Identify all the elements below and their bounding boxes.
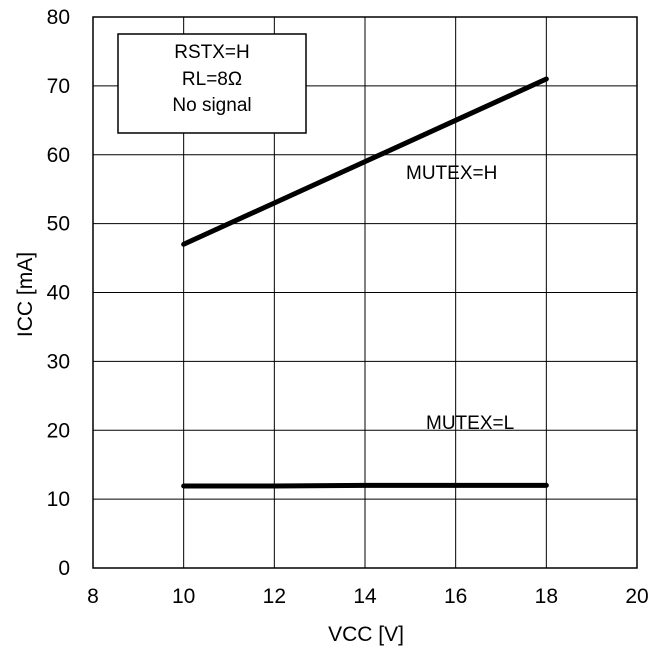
y-tick-label: 0	[58, 557, 70, 580]
x-tick-label: 10	[172, 585, 195, 608]
series-label-mutex-h: MUTEX=H	[406, 163, 497, 184]
y-tick-label: 70	[47, 75, 70, 98]
x-axis-label: VCC [V]	[328, 623, 404, 646]
x-tick-labels: 8 10 12 14 16 18 20	[87, 585, 649, 608]
x-tick-label: 20	[625, 585, 648, 608]
series-line-mutex-l	[181, 482, 549, 489]
series-label-mutex-l: MUTEX=L	[426, 413, 514, 434]
legend-line-rstx: RSTX=H	[174, 42, 250, 63]
x-tick-label: 14	[353, 585, 377, 608]
series-line-mutex-h	[181, 76, 549, 247]
x-tick-label: 16	[444, 585, 467, 608]
legend-line-signal: No signal	[172, 95, 251, 116]
x-tick-label: 8	[87, 585, 99, 608]
legend-box: RSTX=H RL=8Ω No signal	[117, 33, 307, 134]
y-tick-labels: 0 10 20 30 40 50 60 70 80	[47, 6, 70, 580]
y-axis-label: ICC [mA]	[14, 252, 37, 337]
y-tick-label: 10	[47, 488, 70, 511]
x-tick-label: 12	[263, 585, 286, 608]
y-tick-label: 20	[47, 419, 70, 442]
y-tick-label: 40	[47, 282, 70, 305]
x-tick-label: 18	[535, 585, 558, 608]
y-tick-label: 30	[47, 350, 70, 373]
legend-line-rl: RL=8Ω	[182, 69, 242, 90]
legend-box-frame	[117, 33, 307, 134]
plot-area-frame	[92, 16, 638, 569]
y-tick-label: 80	[47, 6, 70, 29]
y-tick-label: 60	[47, 144, 70, 167]
y-tick-label: 50	[47, 213, 70, 236]
series-group	[181, 76, 549, 489]
